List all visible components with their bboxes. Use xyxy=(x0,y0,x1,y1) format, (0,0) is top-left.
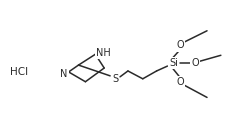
Text: Si: Si xyxy=(169,58,178,68)
Text: S: S xyxy=(112,74,118,84)
Text: O: O xyxy=(176,77,184,87)
Text: O: O xyxy=(191,58,199,68)
Text: HCl: HCl xyxy=(10,67,28,77)
Text: N: N xyxy=(60,69,68,79)
Text: NH: NH xyxy=(96,48,111,58)
Text: O: O xyxy=(176,40,184,51)
